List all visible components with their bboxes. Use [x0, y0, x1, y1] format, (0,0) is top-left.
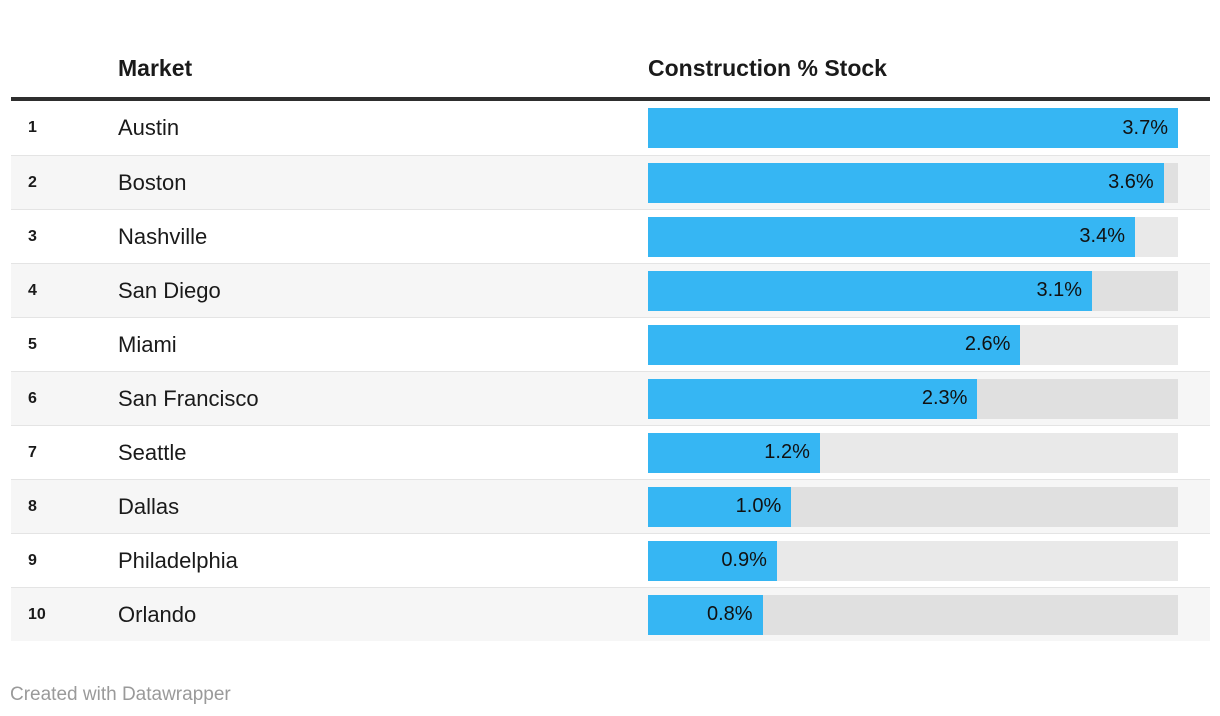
- row-rank-label: 8: [28, 497, 37, 515]
- bar-value-label: 3.6%: [1108, 171, 1154, 193]
- row-bar-cell: 3.1%: [648, 270, 1210, 311]
- bar-fill: 1.2%: [648, 432, 820, 473]
- row-bar-cell: 3.7%: [648, 108, 1210, 148]
- row-market-label: Dallas: [118, 493, 180, 519]
- row-bar-cell: 1.0%: [648, 486, 1210, 527]
- bar-track: 1.0%: [648, 486, 1178, 527]
- bar-fill: 1.0%: [648, 486, 792, 527]
- row-bar-cell: 3.4%: [648, 216, 1210, 257]
- row-market-label: San Francisco: [118, 385, 259, 411]
- bar-track: 3.4%: [648, 216, 1178, 257]
- row-market-label: Philadelphia: [118, 547, 238, 573]
- table-row: 3 Nashville 3.4%: [11, 209, 1210, 263]
- row-rank-label: 1: [28, 119, 37, 136]
- bar-fill: 2.6%: [648, 324, 1021, 365]
- bar-track: 2.3%: [648, 378, 1178, 419]
- table-row: 5 Miami 2.6%: [11, 317, 1210, 371]
- bar-fill: 2.3%: [648, 378, 978, 419]
- table-row: 10 Orlando 0.8%: [11, 587, 1210, 641]
- bar-value-label: 3.7%: [1122, 116, 1168, 139]
- bar-value-label: 0.9%: [721, 549, 767, 571]
- table-header-row: Market Construction % Stock: [11, 0, 1210, 101]
- bar-value-label: 3.1%: [1036, 279, 1083, 301]
- bar-value-label: 1.2%: [764, 441, 810, 463]
- bar-fill: 0.9%: [648, 540, 777, 581]
- bar-value-label: 2.6%: [964, 333, 1011, 355]
- bar-track: 0.8%: [648, 594, 1178, 635]
- datawrapper-credit-link[interactable]: Created with Datawrapper: [10, 684, 231, 705]
- column-header-market: Market: [118, 54, 193, 81]
- bar-track: 3.1%: [648, 270, 1178, 311]
- bar-fill: 0.8%: [648, 594, 763, 635]
- row-market-label: San Diego: [118, 277, 221, 303]
- row-market-label: Boston: [118, 169, 187, 195]
- bar-fill: 3.7%: [648, 108, 1178, 148]
- row-rank-label: 4: [28, 281, 37, 299]
- table-row: 7 Seattle 1.2%: [11, 425, 1210, 479]
- row-market-label: Nashville: [118, 223, 208, 249]
- row-rank-label: 9: [28, 551, 37, 569]
- row-bar-cell: 1.2%: [648, 432, 1210, 473]
- column-header-value: Construction % Stock: [648, 54, 887, 81]
- table-row: 9 Philadelphia 0.9%: [11, 533, 1210, 587]
- table-row: 4 San Diego 3.1%: [11, 263, 1210, 317]
- bar-value-label: 1.0%: [735, 495, 782, 517]
- row-rank-label: 6: [28, 389, 37, 407]
- table-row: 6 San Francisco 2.3%: [11, 371, 1210, 425]
- bar-fill: 3.1%: [648, 270, 1093, 311]
- row-bar-cell: 0.9%: [648, 540, 1210, 581]
- row-market-label: Miami: [118, 331, 177, 357]
- bar-fill: 3.6%: [648, 162, 1164, 203]
- bar-value-label: 3.4%: [1079, 225, 1126, 247]
- row-market-label: Austin: [118, 115, 180, 140]
- row-rank-label: 3: [28, 227, 37, 245]
- bar-track: 3.6%: [648, 162, 1178, 203]
- bar-fill: 3.4%: [648, 216, 1136, 257]
- row-bar-cell: 3.6%: [648, 162, 1210, 203]
- bar-track: 2.6%: [648, 324, 1178, 365]
- bar-value-label: 2.3%: [921, 387, 968, 409]
- row-market-label: Seattle: [118, 439, 187, 465]
- ranked-bar-table: Market Construction % Stock 1 Austin 3.7…: [11, 0, 1210, 641]
- row-bar-cell: 2.3%: [648, 378, 1210, 419]
- row-bar-cell: 2.6%: [648, 324, 1210, 365]
- bar-value-label: 0.8%: [707, 603, 753, 625]
- table-row: 8 Dallas 1.0%: [11, 479, 1210, 533]
- column-header-rank: [11, 81, 118, 97]
- bar-track: 1.2%: [648, 432, 1178, 473]
- row-market-label: Orlando: [118, 601, 197, 627]
- row-rank-label: 7: [28, 443, 37, 461]
- table-row: 2 Boston 3.6%: [11, 155, 1210, 209]
- row-rank-label: 2: [28, 173, 37, 191]
- row-bar-cell: 0.8%: [648, 594, 1210, 635]
- bar-track: 3.7%: [648, 108, 1178, 148]
- row-rank-label: 5: [28, 335, 37, 353]
- table-body: 1 Austin 3.7% 2 Boston 3.6% 3 Nashville: [11, 101, 1210, 641]
- table-row: 1 Austin 3.7%: [11, 101, 1210, 155]
- row-rank-label: 10: [28, 605, 46, 623]
- bar-track: 0.9%: [648, 540, 1178, 581]
